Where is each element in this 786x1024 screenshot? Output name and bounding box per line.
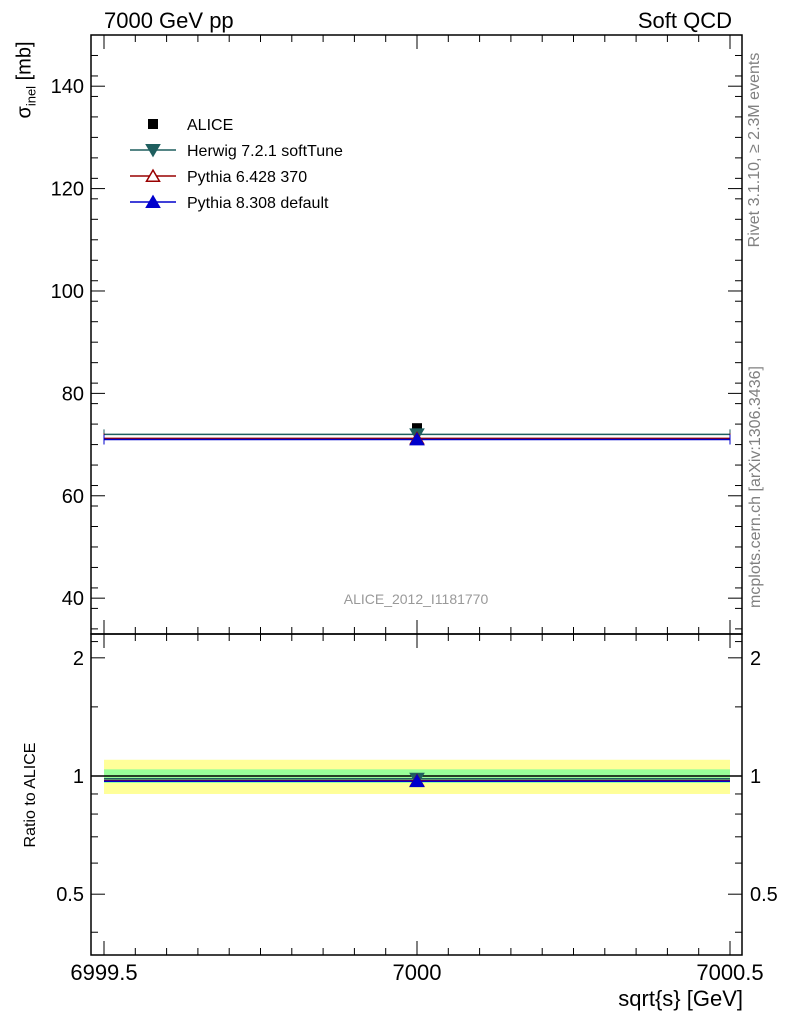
rivet-version-label: Rivet 3.1.10, ≥ 2.3M events [746,52,763,248]
y-tick-label: 40 [62,588,84,610]
legend-label-1: Pythia 6.428 370 [187,169,307,186]
y-axis-title-ratio: Ratio to ALICE [22,742,39,848]
y-axis-title-subscript: inel [23,85,39,107]
y-axis-title-main: σinel [mb] [14,41,39,118]
legend-label-0: Herwig 7.2.1 softTune [187,143,343,160]
y-tick-label: 80 [62,383,84,405]
series-marker-2 [409,432,425,446]
x-tick-label: 7000 [393,960,442,985]
ratio-tick-label-right: 2 [750,648,761,670]
y-tick-label: 60 [62,486,84,508]
x-axis-title: sqrt{s} [GeV] [618,986,743,1011]
ratio-series-marker-2 [409,773,425,788]
header-left-label: 7000 GeV pp [104,8,234,33]
mcplots-source-label: mcplots.cern.ch [arXiv:1306.3436] [747,366,764,608]
x-tick-label: 6999.5 [70,960,137,985]
x-tick-label: 7000.5 [696,960,763,985]
y-tick-label: 120 [51,179,84,201]
legend-marker-alice [148,119,158,129]
header-right-label: Soft QCD [637,8,732,33]
legend-label-alice: ALICE [187,117,233,134]
alice-data-point [412,423,422,434]
ratio-tick-label: 0.5 [56,884,84,906]
legend-marker-2 [145,194,161,208]
legend-marker-1 [145,168,161,182]
ratio-tick-label: 2 [73,648,84,670]
y-tick-label: 140 [51,76,84,98]
ratio-tick-label-right: 1 [750,766,761,788]
y-tick-label: 100 [51,281,84,303]
ratio-tick-label-right: 0.5 [750,884,778,906]
ratio-tick-label: 1 [73,766,84,788]
y-axis-title-symbol: σ [13,106,36,119]
analysis-watermark: ALICE_2012_I1181770 [343,591,489,607]
legend-marker-0 [145,144,161,158]
y-axis-title-unit: [mb] [13,41,36,86]
legend-label-2: Pythia 8.308 default [187,195,329,212]
ratio-plot-frame [90,633,743,956]
